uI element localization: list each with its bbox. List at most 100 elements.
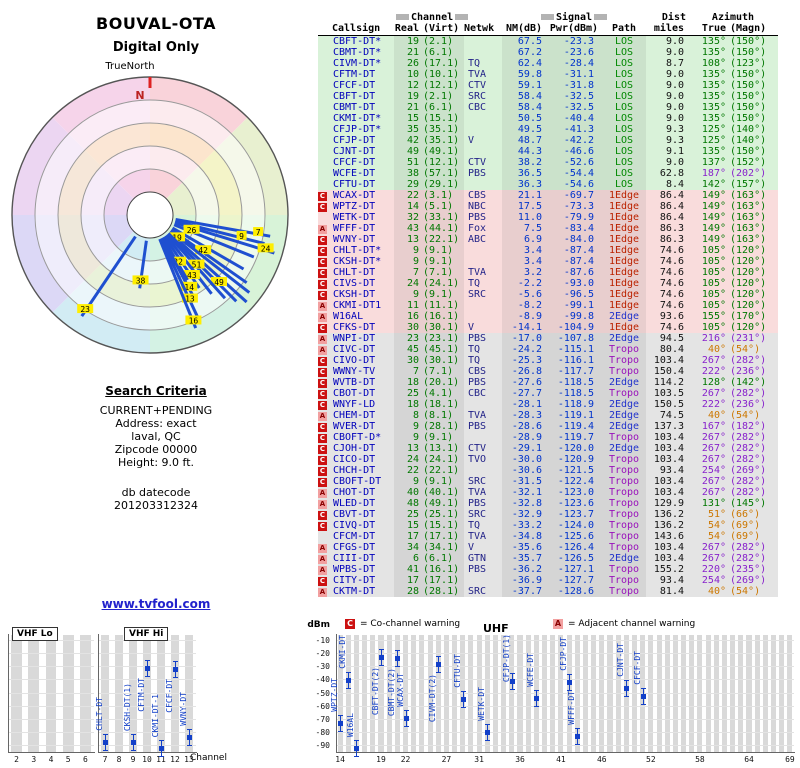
- channel-label: 13: [185, 295, 195, 304]
- distance-cell: 93.6: [659, 311, 684, 322]
- north-n-marker: N: [135, 89, 144, 102]
- tvfool-link[interactable]: www.tvfool.com: [101, 597, 211, 611]
- signal-marker-cap: [103, 749, 108, 751]
- channel-stripe: [787, 635, 793, 752]
- netwk-col-header: Netwk: [464, 23, 495, 34]
- virtual-channel-cell: (15.1): [422, 520, 464, 531]
- azimuth-group-header: Azimuth: [711, 12, 755, 23]
- adjacent-channel-warning-icon: A: [318, 489, 327, 498]
- power-dbm-cell: -124.0: [546, 520, 602, 531]
- callsign-cell: CFKS-DT: [333, 322, 376, 333]
- nm-db-cell: 11.0: [502, 212, 546, 223]
- true-col-header: True: [701, 23, 726, 34]
- dbm-tick-label: -50: [315, 688, 330, 698]
- azimuth-true-cell: 40°: [707, 344, 726, 355]
- power-dbm-cell: -123.6: [546, 498, 602, 509]
- station-spoke: [159, 237, 202, 323]
- network-cell: TQ: [468, 58, 481, 69]
- distance-cell: 86.3: [659, 234, 684, 245]
- channel-label: 38: [136, 276, 146, 285]
- warn-cell: C: [318, 454, 332, 465]
- signal-marker: [173, 666, 178, 672]
- network-cell: CTV: [468, 157, 487, 168]
- azimuth-magnetic-cell: (163°): [730, 223, 767, 234]
- signal-marker-cap: [485, 739, 491, 741]
- channel-stripe: [738, 635, 744, 752]
- path-cell: Tropo: [602, 476, 646, 487]
- azimuth-true-cell: 125°: [701, 124, 726, 135]
- azimuth-true-cell: 135°: [701, 36, 726, 47]
- channel-label-highlight: [169, 232, 186, 242]
- nm-db-cell: -25.3: [502, 355, 546, 366]
- channel-label-highlight: [183, 224, 200, 234]
- signal-marker-cap: [436, 672, 442, 674]
- network-cell: [464, 300, 502, 311]
- path-cell: LOS: [602, 69, 646, 80]
- table-header: Channel Signal Dist Azimuth Callsign Rea…: [318, 12, 778, 36]
- path-cell: 1Edge: [602, 322, 646, 333]
- network-cell: CBC: [468, 388, 487, 399]
- azimuth-magnetic-cell: (170°): [730, 311, 767, 322]
- virtual-channel-cell: (22.1): [422, 234, 464, 245]
- channel-tick-label: 5: [65, 755, 71, 764]
- table-body: CBFT-DT* 19 (2.1) 67.5 -23.3 LOS 9.0 135° (150°)…: [318, 36, 778, 597]
- network-cell: [464, 146, 502, 157]
- channel-stripe: [689, 635, 695, 752]
- warn-cell: C: [318, 520, 332, 531]
- channel-stripe: [566, 635, 572, 752]
- signal-marker-cap: [485, 723, 491, 725]
- path-cell: 2Edge: [602, 399, 646, 410]
- network-cell: V: [468, 542, 475, 553]
- callsign-cell: CBVT-DT: [333, 509, 376, 520]
- signal-marker-cap: [346, 687, 352, 689]
- table-row: C CIVS-DT 24 (24.1) TQ -2.2 -93.0 1Edge 74.6 105°…: [318, 278, 778, 289]
- path-cell: 1Edge: [602, 234, 646, 245]
- power-dbm-cell: -93.0: [546, 278, 602, 289]
- azimuth-true-cell: 155°: [701, 311, 726, 322]
- virtual-channel-cell: (49.1): [422, 146, 464, 157]
- path-cell: 2Edge: [602, 333, 646, 344]
- path-cell: LOS: [602, 58, 646, 69]
- nm-db-cell: -35.6: [502, 542, 546, 553]
- warn-cell: C: [318, 575, 332, 586]
- signal-marker-cap: [395, 665, 401, 667]
- virtual-channel-cell: (17.1): [422, 58, 464, 69]
- channel-stripe: [697, 635, 703, 752]
- co-channel-warning-icon: C: [318, 236, 327, 245]
- azimuth-magnetic-cell: (269°): [730, 575, 767, 586]
- callsign-cell: CBOT-DT: [333, 388, 376, 399]
- warn-cell: C: [318, 289, 332, 300]
- table-row: C WWNY-TV 7 (7.1) CBS -26.8 -117.7 Tropo 150.4 22…: [318, 366, 778, 377]
- callsign-cell: WNPI-DT: [333, 333, 376, 344]
- search-criteria-heading: Search Criteria: [105, 384, 207, 398]
- signal-marker-cap: [103, 733, 108, 735]
- real-channel-cell: 7: [394, 366, 422, 377]
- station-callsign-label: CHLT-DT: [95, 696, 104, 731]
- channel-label-highlight: [195, 245, 212, 255]
- path-cell: LOS: [602, 113, 646, 124]
- distance-cell: 155.2: [653, 564, 684, 575]
- real-channel-cell: 12: [394, 80, 422, 91]
- virtual-channel-cell: (28.1): [422, 586, 464, 597]
- callsign-cell: CFJP-DT: [333, 135, 376, 146]
- signal-marker-cap: [338, 731, 344, 733]
- azimuth-true-cell: 220°: [701, 564, 726, 575]
- real-channel-cell: 9: [394, 476, 422, 487]
- real-channel-cell: 51: [394, 157, 422, 168]
- azimuth-magnetic-cell: (145°): [730, 498, 767, 509]
- co-channel-warning-icon: C: [318, 467, 327, 476]
- azimuth-magnetic-cell: (157°): [730, 179, 767, 190]
- distance-cell: 86.4: [659, 212, 684, 223]
- network-cell: CTV: [468, 443, 487, 454]
- real-channel-cell: 30: [394, 322, 422, 333]
- nm-db-cell: -31.5: [502, 476, 546, 487]
- real-channel-cell: 30: [394, 355, 422, 366]
- table-row: CBMT-DT* 21 (6.1) 67.2 -23.6 LOS 9.0 135° (150°): [318, 47, 778, 58]
- virtual-channel-cell: (18.1): [422, 399, 464, 410]
- power-dbm-cell: -120.9: [546, 454, 602, 465]
- azimuth-magnetic-cell: (150°): [730, 80, 767, 91]
- grid-line: [337, 679, 794, 681]
- virtual-channel-cell: (8.1): [422, 410, 464, 421]
- virtual-channel-cell: (30.1): [422, 355, 464, 366]
- real-channel-cell: 45: [394, 344, 422, 355]
